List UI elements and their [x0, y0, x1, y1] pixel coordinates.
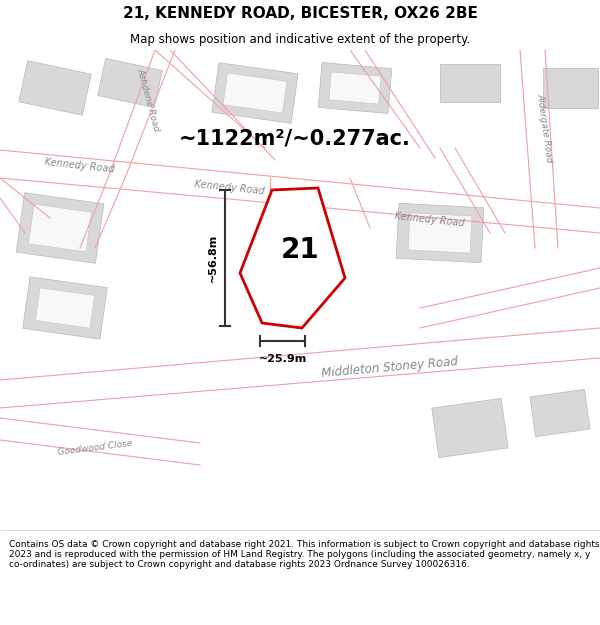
Polygon shape: [23, 277, 107, 339]
Polygon shape: [530, 389, 590, 437]
Text: Contains OS data © Crown copyright and database right 2021. This information is : Contains OS data © Crown copyright and d…: [9, 539, 599, 569]
Text: Kennedy Road: Kennedy Road: [44, 158, 116, 174]
Text: ~1122m²/~0.277ac.: ~1122m²/~0.277ac.: [179, 128, 411, 148]
Polygon shape: [98, 58, 163, 108]
Polygon shape: [240, 188, 345, 328]
Polygon shape: [28, 204, 92, 252]
Polygon shape: [318, 62, 392, 114]
Polygon shape: [542, 68, 598, 108]
Text: ~56.8m: ~56.8m: [208, 234, 218, 282]
Text: Aldergate Road: Aldergate Road: [536, 93, 554, 163]
Polygon shape: [19, 61, 91, 115]
Polygon shape: [212, 62, 298, 123]
Polygon shape: [396, 203, 484, 262]
Text: Map shows position and indicative extent of the property.: Map shows position and indicative extent…: [130, 32, 470, 46]
Text: Kennedy Road: Kennedy Road: [194, 179, 266, 197]
Polygon shape: [35, 288, 95, 328]
Polygon shape: [223, 73, 287, 113]
Text: 21: 21: [281, 236, 319, 264]
Text: Kennedy Road: Kennedy Road: [394, 211, 466, 229]
Text: Goodwood Close: Goodwood Close: [57, 439, 133, 457]
Text: 21, KENNEDY ROAD, BICESTER, OX26 2BE: 21, KENNEDY ROAD, BICESTER, OX26 2BE: [122, 6, 478, 21]
Polygon shape: [408, 213, 472, 253]
Polygon shape: [440, 64, 500, 102]
Polygon shape: [16, 192, 104, 263]
Text: Ashdene Road: Ashdene Road: [135, 68, 161, 132]
Polygon shape: [432, 398, 508, 458]
Text: ~25.9m: ~25.9m: [259, 354, 307, 364]
Polygon shape: [329, 72, 381, 104]
Text: Middleton Stoney Road: Middleton Stoney Road: [321, 356, 459, 381]
